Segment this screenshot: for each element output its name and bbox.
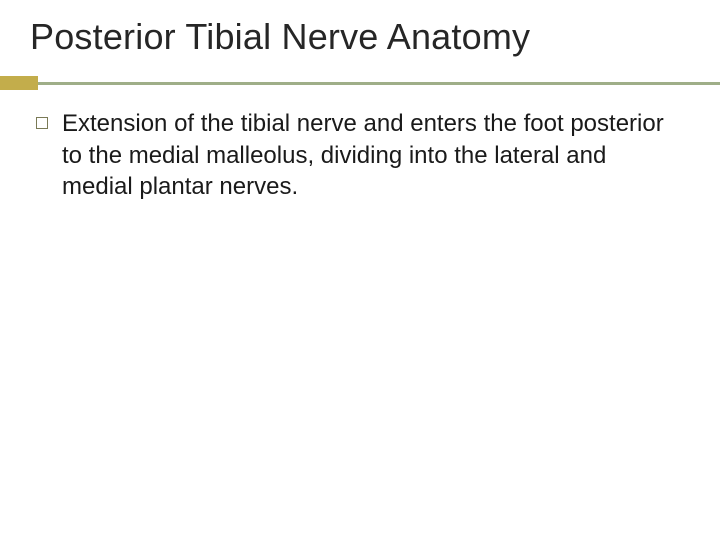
- slide-title: Posterior Tibial Nerve Anatomy: [30, 16, 700, 58]
- bullet-text: Extension of the tibial nerve and enters…: [62, 108, 680, 203]
- body-area: Extension of the tibial nerve and enters…: [36, 108, 680, 203]
- accent-row: [0, 76, 720, 90]
- bullet-item: Extension of the tibial nerve and enters…: [36, 108, 680, 203]
- accent-block: [0, 76, 38, 90]
- accent-underline: [38, 82, 720, 85]
- square-bullet-icon: [36, 117, 48, 129]
- slide: Posterior Tibial Nerve Anatomy Extension…: [0, 0, 720, 540]
